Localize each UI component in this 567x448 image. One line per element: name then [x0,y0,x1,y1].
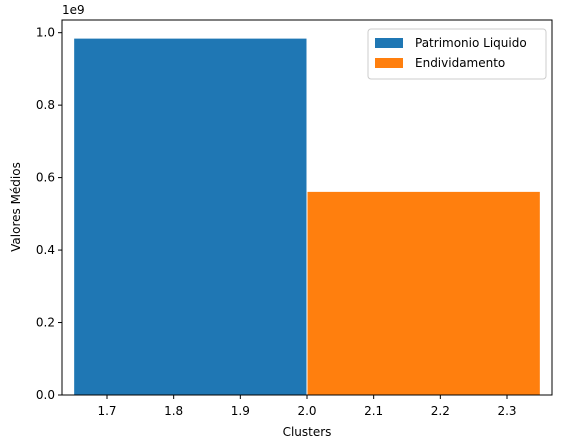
x-tick-label: 1.8 [164,404,183,418]
y-axis-label: Valores Médios [9,162,23,252]
legend-label: Patrimonio Liquido [415,36,527,50]
x-tick-label: 2.2 [431,404,450,418]
x-tick-label: 2.3 [497,404,516,418]
y-tick-label: 0.2 [36,316,55,330]
bar-0 [73,37,308,396]
x-tick-label: 1.7 [97,404,116,418]
y-tick-label: 0.4 [36,243,55,257]
y-axis: 0.0 0.2 0.4 0.6 0.8 1.0 [36,26,62,402]
legend-swatch [375,58,403,68]
x-tick-label: 2.0 [297,404,316,418]
y-tick-label: 0.0 [36,388,55,402]
bar-1 [306,190,541,396]
legend-label: Endividamento [415,56,505,70]
x-axis: 1.7 1.8 1.9 2.0 2.1 2.2 2.3 [97,395,517,418]
x-tick-label: 2.1 [364,404,383,418]
legend-swatch [375,38,403,48]
y-tick-label: 0.6 [36,171,55,185]
x-axis-label: Clusters [283,425,332,439]
y-tick-label: 0.8 [36,98,55,112]
bars-group [73,37,541,396]
legend-frame [367,28,547,80]
y-offset-text: 1e9 [62,3,85,17]
y-tick-label: 1.0 [36,26,55,40]
legend: Patrimonio Liquido Endividamento [367,28,547,80]
x-tick-label: 1.9 [231,404,250,418]
